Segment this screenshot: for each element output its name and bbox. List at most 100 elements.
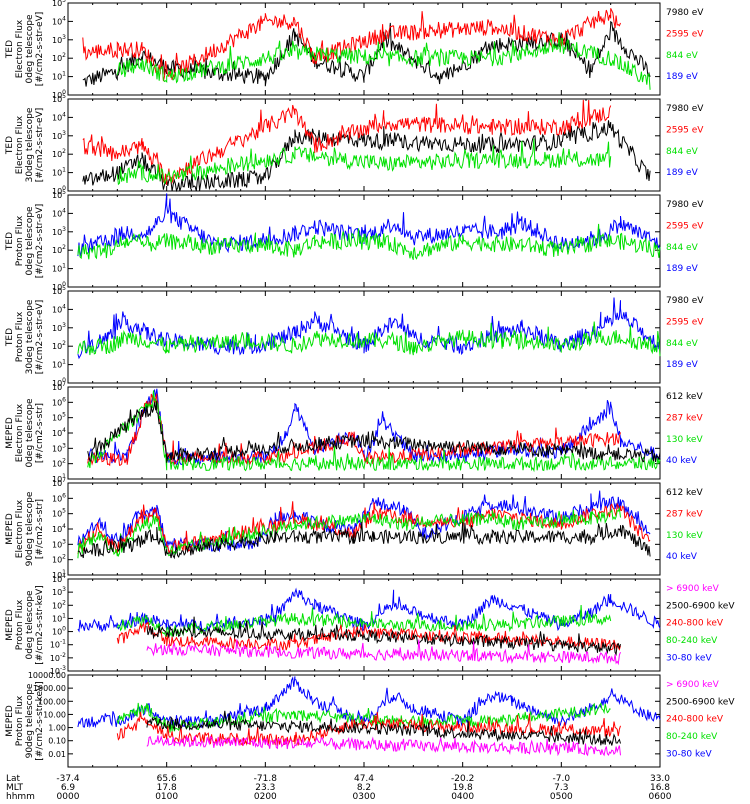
panel-1-ytick-label: 105 xyxy=(52,0,66,8)
panel-4-ylabel: 30deg telescope xyxy=(25,299,35,374)
panel-8-ylabel: Proton Flux xyxy=(15,695,25,746)
panel-8-ytick-label: 0.01 xyxy=(48,750,66,759)
panel-7-series-black xyxy=(146,616,621,656)
panel-7-ytick-label: 10-2 xyxy=(50,652,66,663)
panel-4-legend-blue: 189 eV xyxy=(666,360,699,370)
panel-4-ylabel: Proton Flux xyxy=(15,311,25,362)
panel-6-ytick-label: 106 xyxy=(52,492,66,503)
panel-8-ytick-label: 10000.00 xyxy=(28,671,66,680)
panel-6-ylabel: [#/cm2-s-str] xyxy=(35,499,45,559)
panel-7-ytick-label: 101 xyxy=(52,612,66,623)
panel-2-ytick-label: 101 xyxy=(52,167,66,178)
panel-3-ytick-label: 102 xyxy=(52,244,66,255)
panel-4-ylabel: [#/cm2-s-str-eV] xyxy=(35,300,45,375)
panel-7-ylabel: [#/cm2-s-str-keV] xyxy=(35,585,45,664)
footer-hhmm-value: 0600 xyxy=(649,792,672,800)
panel-7-ytick-label: 10-1 xyxy=(50,639,66,650)
panel-8-ytick-label: 0.10 xyxy=(48,737,66,746)
panel-7-ytick-label: 103 xyxy=(52,586,66,597)
panel-2-ylabel: 30deg telescope xyxy=(25,107,35,182)
panel-8-ytick-label: 1000.00 xyxy=(33,684,66,693)
panel-4-ytick-label: 100 xyxy=(52,377,66,388)
panel-3-legend-red: 2595 eV xyxy=(666,221,704,231)
panel-7-series-magenta xyxy=(146,639,621,666)
panel-5-ytick-label: 107 xyxy=(52,381,66,392)
panel-2-legend-green: 844 eV xyxy=(666,147,699,157)
panel-4-ytick-label: 102 xyxy=(52,340,66,351)
footer-mlt-value: 19.8 xyxy=(453,783,473,793)
panel-7-ytick-label: 104 xyxy=(52,573,66,584)
panel-1-series-red xyxy=(82,8,621,82)
panel-8-ylabel: MEPED xyxy=(5,705,15,737)
panel-7-series-green xyxy=(116,604,612,639)
panel-2-ylabel: [#/cm2-s-str-eV] xyxy=(35,108,45,183)
panel-8-series-black xyxy=(146,710,621,746)
panel-5-ylabel: Electron Flux xyxy=(15,403,25,462)
panel-8-legend-red: 240-800 keV xyxy=(666,715,724,725)
panel-4-frame xyxy=(67,290,661,384)
panel-1-ytick-label: 104 xyxy=(52,15,66,26)
panel-3-ytick-label: 104 xyxy=(52,207,66,218)
panel-3-ylabel: TED xyxy=(5,232,15,251)
panel-4-ytick-label: 101 xyxy=(52,359,66,370)
footer-mlt-value: 17.8 xyxy=(157,783,177,793)
panel-2-legend-blue: 189 eV xyxy=(666,168,699,178)
panel-4-legend-black: 7980 eV xyxy=(666,296,704,306)
footer-lat-value: -37.4 xyxy=(56,774,80,784)
panel-6-ytick-label: 102 xyxy=(52,554,66,565)
panel-6-ylabel: 90deg telescope xyxy=(25,491,35,566)
panel-1-ylabel: [#/cm2-s-str-eV] xyxy=(35,12,45,87)
footer-mlt-value: 6.9 xyxy=(61,783,76,793)
panel-5-series-blue xyxy=(87,388,661,467)
footer-hhmm-value: 0400 xyxy=(451,792,474,800)
panel-6-series-black xyxy=(77,521,651,560)
panel-3-ytick-label: 101 xyxy=(52,263,66,274)
panel-6-series-red xyxy=(77,501,651,555)
panel-6-ytick-label: 104 xyxy=(52,523,66,534)
panel-6-legend-green: 130 keV xyxy=(666,531,703,541)
panel-1-ylabel: 0deg telescope xyxy=(25,14,35,84)
panel-5-series-red xyxy=(87,393,621,467)
panel-2-ylabel: Electron Flux xyxy=(15,115,25,174)
panel-5-ylabel: [#/cm2-s-str] xyxy=(35,403,45,463)
panel-8-ytick-label: 100.00 xyxy=(38,697,66,706)
panel-6-ytick-label: 103 xyxy=(52,538,66,549)
panel-2-ytick-label: 105 xyxy=(52,93,66,104)
panel-8-series-red xyxy=(116,711,621,747)
panel-7-ytick-label: 10-3 xyxy=(50,665,66,676)
panel-6-ytick-label: 107 xyxy=(52,477,66,488)
panel-1-ytick-label: 100 xyxy=(52,89,66,100)
panel-5-ytick-label: 104 xyxy=(52,427,66,438)
panel-7-series-red xyxy=(116,621,621,651)
panel-3-ytick-label: 105 xyxy=(52,189,66,200)
panel-3-ylabel: Proton Flux xyxy=(15,215,25,266)
footer-lat-value: 47.4 xyxy=(354,774,374,784)
panel-5-ylabel: MEPED xyxy=(5,417,15,449)
panel-1-ytick-label: 102 xyxy=(52,52,66,63)
panel-2-ylabel: TED xyxy=(5,136,15,155)
panel-3-ytick-label: 103 xyxy=(52,226,66,237)
panel-2-series-red xyxy=(82,99,612,185)
footer-lat-value: -7.0 xyxy=(553,774,571,784)
panel-1-legend-black: 7980 eV xyxy=(666,8,704,18)
panel-2-ytick-label: 103 xyxy=(52,130,66,141)
panel-7-series-blue xyxy=(77,587,661,633)
panel-5-legend-black: 612 keV xyxy=(666,392,703,402)
panel-1-ytick-label: 101 xyxy=(52,71,66,82)
panel-3-legend-black: 7980 eV xyxy=(666,200,704,210)
panel-7-ylabel: MEPED xyxy=(5,609,15,641)
panel-1-legend-green: 844 eV xyxy=(666,51,699,61)
footer-mlt-value: 8.2 xyxy=(357,783,371,793)
panel-5-legend-green: 130 keV xyxy=(666,435,703,445)
panel-5-ytick-label: 105 xyxy=(52,412,66,423)
panel-4-ylabel: TED xyxy=(5,328,15,347)
footer-lat-value: -71.8 xyxy=(254,774,278,784)
panel-5-legend-blue: 40 keV xyxy=(666,456,698,466)
panel-3-legend-blue: 189 eV xyxy=(666,264,699,274)
footer-hhmm-value: 0100 xyxy=(155,792,178,800)
panel-5-ytick-label: 102 xyxy=(52,458,66,469)
footer-lat-value: 33.0 xyxy=(650,774,670,784)
panel-6-ytick-label: 105 xyxy=(52,508,66,519)
